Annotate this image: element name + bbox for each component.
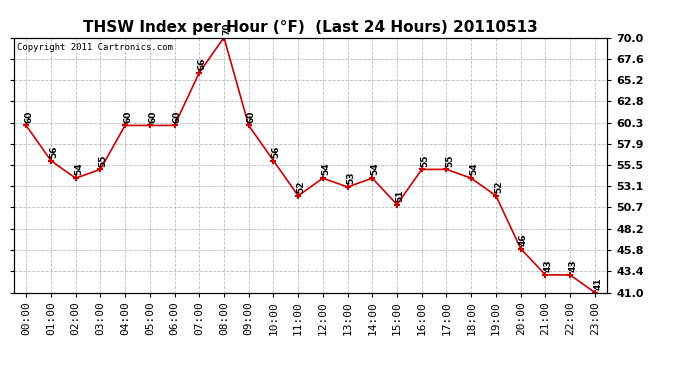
Text: 56: 56: [49, 146, 58, 158]
Text: 53: 53: [346, 172, 355, 184]
Text: 70: 70: [222, 22, 231, 35]
Text: 54: 54: [74, 163, 83, 176]
Text: 43: 43: [569, 260, 578, 272]
Text: 55: 55: [445, 154, 454, 166]
Text: 54: 54: [469, 163, 478, 176]
Text: 60: 60: [247, 110, 256, 123]
Text: 43: 43: [544, 260, 553, 272]
Text: 54: 54: [371, 163, 380, 176]
Text: 46: 46: [519, 233, 528, 246]
Text: 60: 60: [124, 110, 132, 123]
Text: 60: 60: [172, 110, 181, 123]
Text: 60: 60: [24, 110, 33, 123]
Text: 66: 66: [197, 57, 206, 70]
Text: 52: 52: [297, 180, 306, 193]
Text: 55: 55: [99, 154, 108, 166]
Text: 55: 55: [420, 154, 429, 166]
Text: 52: 52: [494, 180, 503, 193]
Text: 41: 41: [593, 277, 602, 290]
Text: 60: 60: [148, 110, 157, 123]
Text: 54: 54: [321, 163, 330, 176]
Title: THSW Index per Hour (°F)  (Last 24 Hours) 20110513: THSW Index per Hour (°F) (Last 24 Hours)…: [83, 20, 538, 35]
Text: Copyright 2011 Cartronics.com: Copyright 2011 Cartronics.com: [17, 43, 172, 52]
Text: 56: 56: [272, 146, 281, 158]
Text: 51: 51: [395, 189, 404, 202]
